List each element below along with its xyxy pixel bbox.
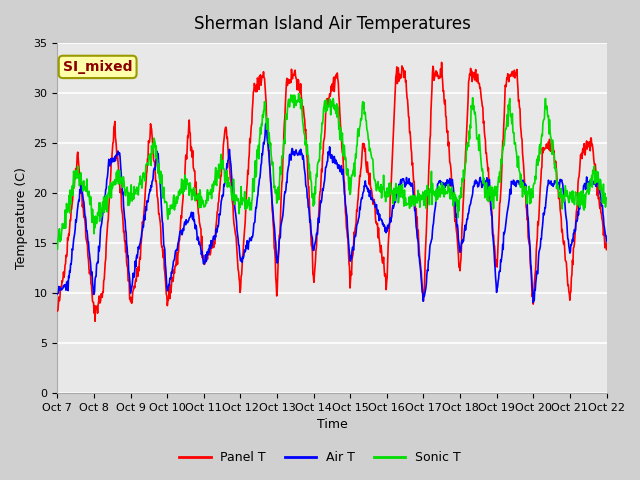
Air T — [125, 271, 133, 276]
Air T — [258, 160, 266, 166]
X-axis label: Time: Time — [317, 419, 348, 432]
Line: Panel T: Panel T — [58, 62, 607, 321]
Sonic T — [295, 91, 303, 96]
Air T — [451, 198, 459, 204]
Sonic T — [337, 138, 345, 144]
Text: SI_mixed: SI_mixed — [63, 60, 132, 74]
Sonic T — [54, 246, 61, 252]
Legend: Panel T, Air T, Sonic T: Panel T, Air T, Sonic T — [174, 446, 466, 469]
Sonic T — [258, 121, 266, 127]
Panel T — [337, 133, 345, 139]
Line: Sonic T: Sonic T — [58, 94, 607, 249]
Line: Air T: Air T — [58, 123, 607, 302]
Title: Sherman Island Air Temperatures: Sherman Island Air Temperatures — [193, 15, 470, 33]
Sonic T — [125, 202, 133, 208]
Air T — [199, 256, 207, 262]
Panel T — [258, 74, 266, 80]
Panel T — [451, 217, 459, 223]
Air T — [262, 120, 270, 126]
Panel T — [438, 60, 445, 65]
Y-axis label: Temperature (C): Temperature (C) — [15, 167, 28, 269]
Panel T — [603, 247, 611, 252]
Panel T — [126, 296, 134, 302]
Panel T — [54, 308, 61, 314]
Air T — [568, 240, 576, 246]
Air T — [54, 291, 61, 297]
Panel T — [568, 272, 576, 278]
Air T — [337, 163, 345, 168]
Sonic T — [199, 198, 207, 204]
Sonic T — [451, 198, 459, 204]
Panel T — [200, 254, 207, 260]
Air T — [603, 239, 611, 244]
Air T — [529, 300, 537, 305]
Sonic T — [568, 196, 575, 202]
Sonic T — [603, 195, 611, 201]
Panel T — [92, 318, 99, 324]
